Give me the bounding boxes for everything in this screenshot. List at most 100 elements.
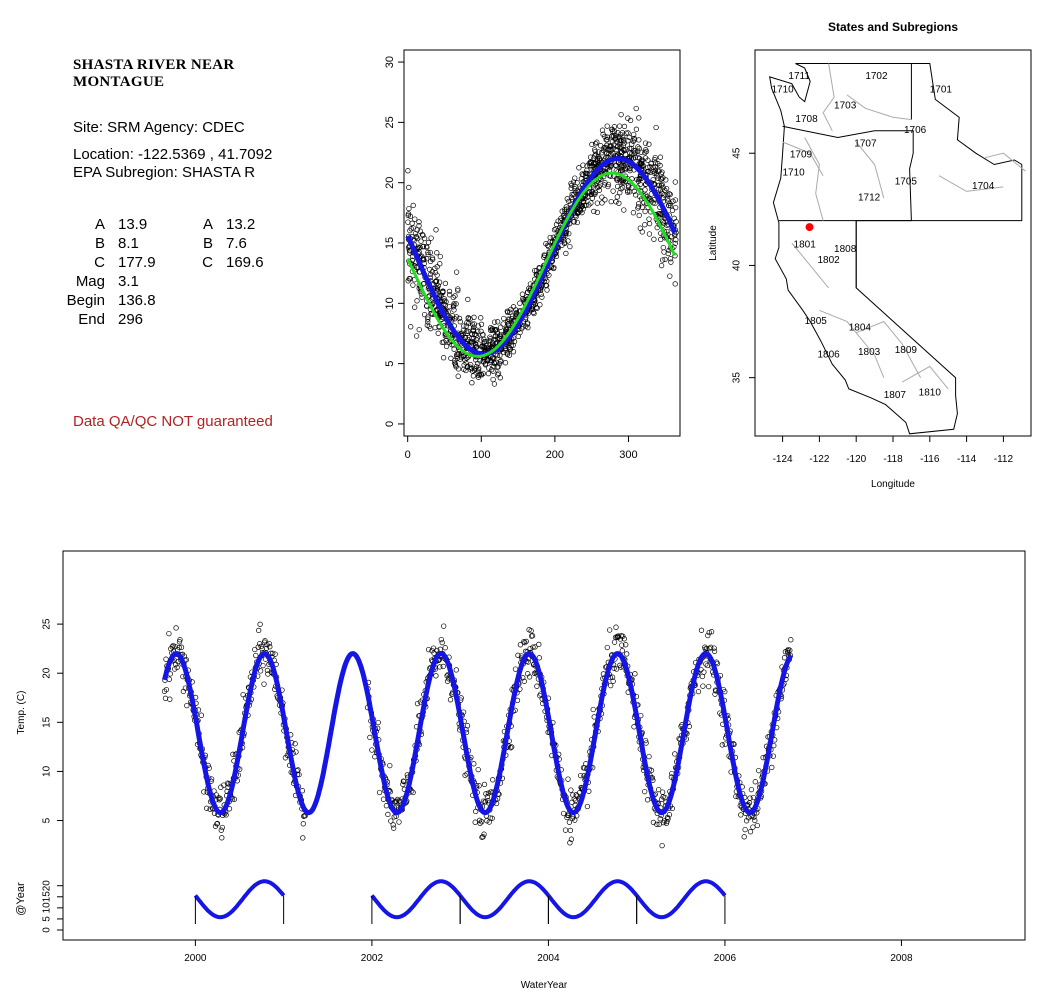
data-point — [752, 817, 758, 824]
data-point — [459, 330, 465, 336]
data-point — [648, 767, 655, 774]
data-point — [608, 682, 614, 689]
data-point — [475, 323, 482, 329]
data-point — [478, 315, 484, 321]
data-point — [635, 178, 642, 184]
data-point — [261, 681, 267, 687]
data-point — [662, 256, 668, 263]
data-point — [547, 234, 553, 241]
data-point — [433, 278, 439, 284]
data-point — [588, 160, 594, 166]
data-point — [478, 321, 485, 327]
data-point — [601, 182, 608, 188]
data-point — [507, 346, 513, 353]
data-point — [652, 154, 658, 161]
data-point — [528, 628, 534, 634]
data-point — [642, 155, 649, 161]
param-value: 296 — [118, 311, 144, 328]
data-point — [487, 336, 494, 342]
data-point — [452, 361, 459, 367]
data-point — [653, 124, 659, 131]
x-tick-label: -114 — [957, 454, 977, 465]
data-point — [568, 787, 574, 793]
x-tick-label: -118 — [883, 454, 903, 465]
data-point — [494, 352, 501, 359]
data-point — [481, 781, 488, 788]
param-name: B — [202, 235, 213, 252]
data-point — [754, 822, 760, 829]
data-point — [613, 199, 619, 205]
param-name: Begin — [66, 292, 105, 309]
param-name: C — [202, 254, 213, 271]
seasonal-chart: 0 100 200 300 0 5 10 15 20 25 30 — [384, 49, 681, 461]
param-value: 13.2 — [226, 216, 256, 233]
data-point — [490, 376, 496, 383]
data-point — [669, 805, 675, 812]
data-point — [666, 812, 673, 818]
data-point — [214, 821, 220, 827]
data-point — [656, 821, 662, 827]
data-point — [425, 316, 431, 322]
data-point — [661, 192, 668, 198]
data-point — [583, 173, 589, 179]
data-point — [451, 346, 457, 352]
data-point — [471, 321, 477, 327]
y-tick-label: 10 — [42, 765, 53, 777]
data-point — [748, 786, 755, 793]
region-label: 1712 — [858, 192, 881, 203]
subregion-boundary — [804, 137, 824, 221]
data-point — [616, 123, 623, 129]
data-point — [608, 198, 614, 205]
data-point — [695, 688, 702, 695]
data-point — [198, 712, 205, 718]
data-point — [413, 333, 420, 339]
data-point — [572, 186, 578, 192]
data-point — [627, 165, 633, 172]
region-label: 1809 — [895, 345, 918, 356]
region-label: 1701 — [930, 85, 953, 96]
subregion-map-chart: States and Subregions -124 -122 -120 -118 -11… — [708, 20, 1032, 490]
data-point — [609, 674, 616, 680]
data-point — [510, 304, 517, 310]
data-point — [642, 208, 648, 215]
data-point — [184, 702, 190, 709]
data-point — [592, 160, 598, 167]
data-point — [587, 163, 593, 169]
data-point — [519, 291, 526, 297]
map-title: States and Subregions — [828, 20, 958, 34]
data-point — [391, 825, 397, 831]
data-point — [652, 157, 658, 163]
data-point — [446, 303, 453, 310]
y-tick-label: 5 — [384, 361, 396, 367]
param-value: 169.6 — [226, 254, 264, 271]
data-point — [658, 262, 665, 269]
data-point — [489, 815, 495, 821]
data-point — [636, 145, 642, 152]
data-point — [263, 645, 270, 651]
data-point — [589, 141, 595, 148]
data-point — [787, 647, 793, 653]
data-point — [618, 111, 624, 118]
data-point — [482, 799, 489, 805]
data-point — [451, 307, 457, 313]
data-point — [201, 789, 207, 795]
annual-fit-curve — [193, 879, 286, 920]
data-point — [646, 231, 653, 237]
data-point — [419, 253, 425, 259]
param-name: End — [78, 311, 105, 328]
data-point — [711, 648, 718, 654]
data-point — [231, 796, 238, 802]
data-point — [521, 678, 527, 684]
data-point — [611, 665, 617, 671]
data-point — [471, 324, 477, 330]
y-tick-label-lower: 15 — [42, 891, 53, 903]
data-point — [453, 667, 459, 673]
data-point — [434, 272, 440, 278]
data-point — [433, 285, 439, 291]
data-point — [561, 212, 567, 218]
subregion-boundary — [938, 175, 1004, 192]
data-point — [485, 370, 492, 377]
data-point — [706, 683, 712, 690]
data-point — [427, 325, 434, 332]
data-point — [529, 633, 536, 639]
